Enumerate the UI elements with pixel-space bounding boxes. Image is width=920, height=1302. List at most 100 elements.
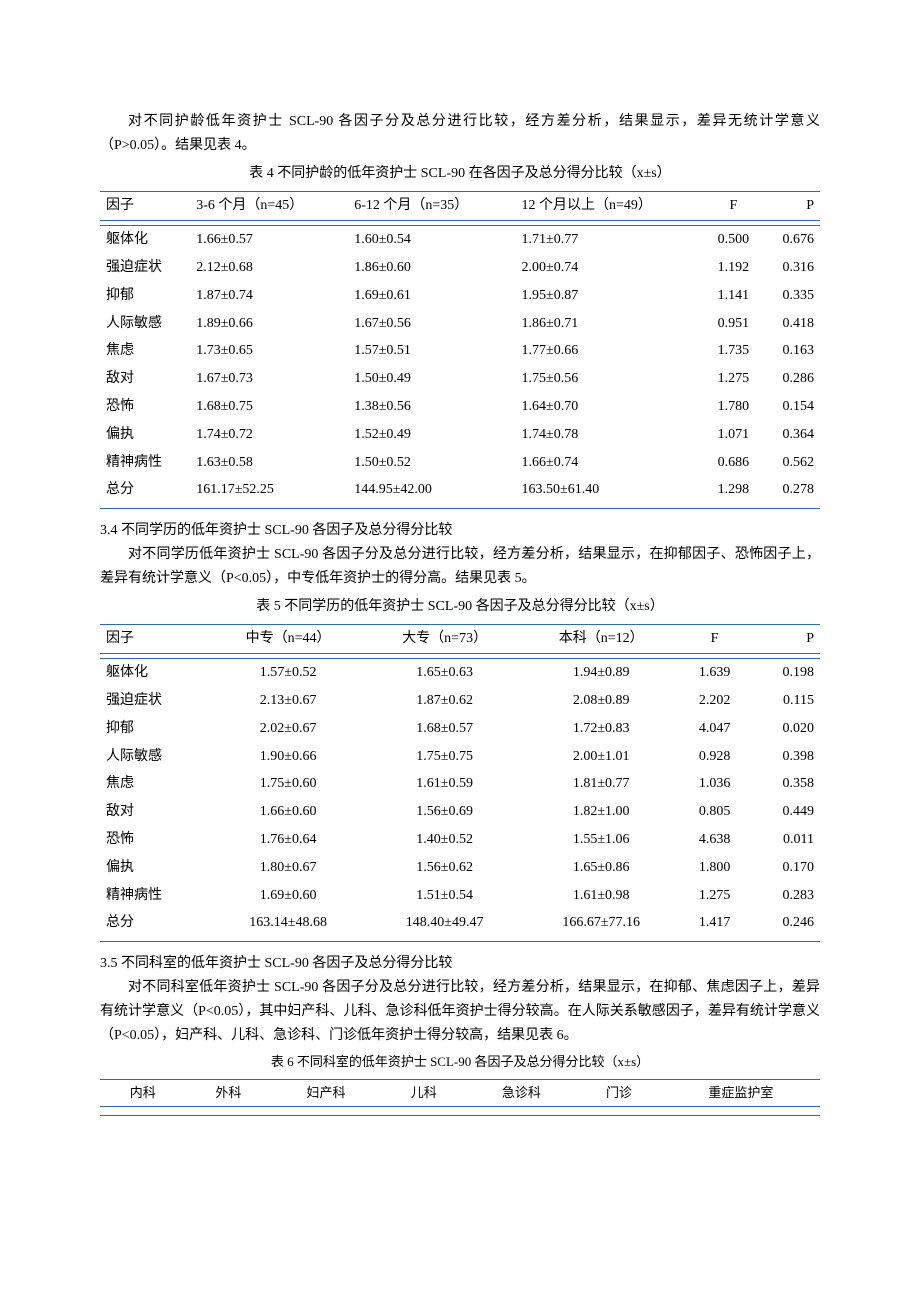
table5: 因子 中专（n=44） 大专（n=73） 本科（n=12） F P 躯体化1.5… — [100, 624, 820, 942]
table-cell: 148.40±49.47 — [366, 909, 523, 937]
section-3-4-paragraph: 对不同学历低年资护士 SCL-90 各因子分及总分进行比较，经方差分析，结果显示… — [100, 543, 820, 591]
table-cell: 0.170 — [750, 854, 820, 882]
table-cell: 0.951 — [705, 310, 763, 338]
table-cell: 0.398 — [750, 743, 820, 771]
table-cell: 163.50±61.40 — [516, 476, 705, 504]
table-cell: 敌对 — [100, 798, 210, 826]
table-cell: 1.65±0.63 — [366, 659, 523, 687]
table-cell: 1.50±0.52 — [348, 449, 515, 477]
table-cell: 1.61±0.98 — [523, 882, 680, 910]
table5-col-g3: 本科（n=12） — [523, 625, 680, 654]
table-cell: 1.86±0.60 — [348, 254, 515, 282]
table-cell: 0.246 — [750, 909, 820, 937]
table-cell: 强迫症状 — [100, 254, 190, 282]
table4-col-g1: 3-6 个月（n=45） — [190, 192, 348, 221]
table-row: 精神病性1.69±0.601.51±0.541.61±0.981.2750.28… — [100, 882, 820, 910]
table-row: 强迫症状2.13±0.671.87±0.622.08±0.892.2020.11… — [100, 687, 820, 715]
table4-col-g3: 12 个月以上（n=49） — [516, 192, 705, 221]
table-cell: 0.418 — [762, 310, 820, 338]
table-cell: 0.316 — [762, 254, 820, 282]
table-row: 敌对1.67±0.731.50±0.491.75±0.561.2750.286 — [100, 365, 820, 393]
table5-col-factor: 因子 — [100, 625, 210, 654]
table-cell: 1.417 — [679, 909, 749, 937]
section-3-5-paragraph: 对不同科室低年资护士 SCL-90 各因子分及总分进行比较，经方差分析，结果显示… — [100, 976, 820, 1047]
table-cell: 敌对 — [100, 365, 190, 393]
table-cell: 1.80±0.67 — [210, 854, 367, 882]
table-cell: 1.40±0.52 — [366, 826, 523, 854]
table4-caption: 表 4 不同护龄的低年资护士 SCL-90 在各因子及总分得分比较（x±s） — [100, 162, 820, 186]
table-cell: 1.89±0.66 — [190, 310, 348, 338]
table5-col-g2: 大专（n=73） — [366, 625, 523, 654]
table-cell: 0.115 — [750, 687, 820, 715]
table4-col-factor: 因子 — [100, 192, 190, 221]
table-cell: 2.00±0.74 — [516, 254, 705, 282]
table-cell: 4.638 — [679, 826, 749, 854]
table-cell: 躯体化 — [100, 226, 190, 254]
table-cell: 2.13±0.67 — [210, 687, 367, 715]
table-cell: 恐怖 — [100, 826, 210, 854]
table-cell: 1.52±0.49 — [348, 421, 515, 449]
table6-caption: 表 6 不同科室的低年资护士 SCL-90 各因子及总分得分比较（x±s） — [100, 1051, 820, 1073]
table-cell: 161.17±52.25 — [190, 476, 348, 504]
table-cell: 总分 — [100, 909, 210, 937]
table-row: 总分161.17±52.25144.95±42.00163.50±61.401.… — [100, 476, 820, 504]
table-cell: 1.90±0.66 — [210, 743, 367, 771]
table4: 因子 3-6 个月（n=45） 6-12 个月（n=35） 12 个月以上（n=… — [100, 191, 820, 509]
table-cell: 1.66±0.74 — [516, 449, 705, 477]
table-cell: 1.69±0.61 — [348, 282, 515, 310]
table-cell: 强迫症状 — [100, 687, 210, 715]
table6-col: 儿科 — [381, 1080, 467, 1107]
table-cell: 2.02±0.67 — [210, 715, 367, 743]
table6-col: 外科 — [186, 1080, 272, 1107]
table-cell: 恐怖 — [100, 393, 190, 421]
table-cell: 1.61±0.59 — [366, 770, 523, 798]
table-cell: 0.562 — [762, 449, 820, 477]
table5-col-F: F — [679, 625, 749, 654]
table6-col: 门诊 — [576, 1080, 662, 1107]
table5-col-g1: 中专（n=44） — [210, 625, 367, 654]
table-cell: 1.51±0.54 — [366, 882, 523, 910]
table-cell: 1.64±0.70 — [516, 393, 705, 421]
table-cell: 1.60±0.54 — [348, 226, 515, 254]
table-row: 总分163.14±48.68148.40±49.47166.67±77.161.… — [100, 909, 820, 937]
table-cell: 1.74±0.78 — [516, 421, 705, 449]
table-cell: 0.020 — [750, 715, 820, 743]
table-cell: 1.57±0.52 — [210, 659, 367, 687]
table-cell: 1.66±0.57 — [190, 226, 348, 254]
table-row: 偏执1.74±0.721.52±0.491.74±0.781.0710.364 — [100, 421, 820, 449]
table-cell: 焦虑 — [100, 337, 190, 365]
table-cell: 1.65±0.86 — [523, 854, 680, 882]
table6-col: 内科 — [100, 1080, 186, 1107]
table-cell: 144.95±42.00 — [348, 476, 515, 504]
table-cell: 1.75±0.60 — [210, 770, 367, 798]
table6-col: 急诊科 — [466, 1080, 576, 1107]
table-cell: 0.198 — [750, 659, 820, 687]
table-row: 抑郁2.02±0.671.68±0.571.72±0.834.0470.020 — [100, 715, 820, 743]
table-cell: 0.364 — [762, 421, 820, 449]
table-cell: 1.87±0.62 — [366, 687, 523, 715]
table-cell: 1.639 — [679, 659, 749, 687]
table-cell: 1.192 — [705, 254, 763, 282]
table-row: 抑郁1.87±0.741.69±0.611.95±0.871.1410.335 — [100, 282, 820, 310]
table4-col-P: P — [762, 192, 820, 221]
table-cell: 0.928 — [679, 743, 749, 771]
table-cell: 1.275 — [705, 365, 763, 393]
table-cell: 1.67±0.73 — [190, 365, 348, 393]
table-cell: 精神病性 — [100, 882, 210, 910]
table-cell: 1.94±0.89 — [523, 659, 680, 687]
table-row: 恐怖1.76±0.641.40±0.521.55±1.064.6380.011 — [100, 826, 820, 854]
table-cell: 1.56±0.69 — [366, 798, 523, 826]
table-row: 焦虑1.75±0.601.61±0.591.81±0.771.0360.358 — [100, 770, 820, 798]
table-cell: 1.86±0.71 — [516, 310, 705, 338]
table-cell: 1.77±0.66 — [516, 337, 705, 365]
table-row: 精神病性1.63±0.581.50±0.521.66±0.740.6860.56… — [100, 449, 820, 477]
table-cell: 1.036 — [679, 770, 749, 798]
table-cell: 2.08±0.89 — [523, 687, 680, 715]
table-cell: 1.67±0.56 — [348, 310, 515, 338]
table-cell: 偏执 — [100, 421, 190, 449]
table5-caption: 表 5 不同学历的低年资护士 SCL-90 各因子及总分得分比较（x±s） — [100, 595, 820, 619]
section-3-4-heading: 3.4 不同学历的低年资护士 SCL-90 各因子及总分得分比较 — [100, 519, 820, 543]
table-cell: 焦虑 — [100, 770, 210, 798]
table-cell: 人际敏感 — [100, 310, 190, 338]
table-cell: 1.75±0.56 — [516, 365, 705, 393]
